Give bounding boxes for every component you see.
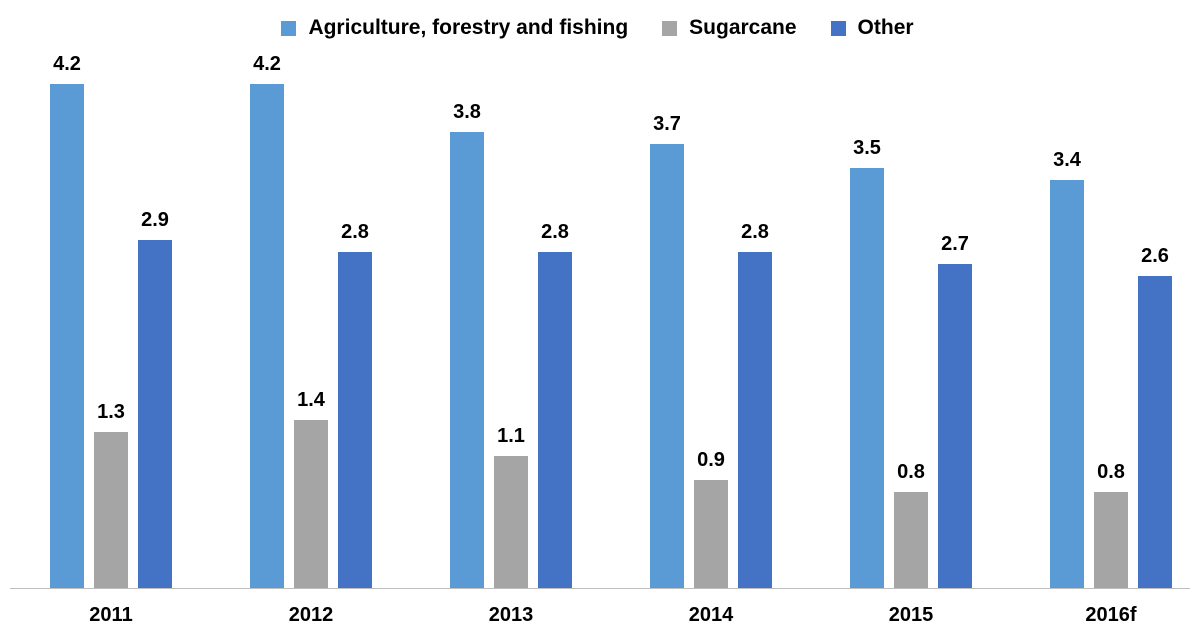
value-label-agriculture-2012: 4.2 <box>253 53 281 75</box>
bar-agriculture-2014 <box>650 144 684 588</box>
legend-item-agriculture: Agriculture, forestry and fishing <box>281 16 628 40</box>
bar-agriculture-2011 <box>50 84 84 588</box>
x-tick-label-2012: 2012 <box>289 604 334 626</box>
x-tick-label-2011: 2011 <box>89 604 132 626</box>
legend-label-agriculture: Agriculture, forestry and fishing <box>308 16 629 39</box>
value-label-sugarcane-2011: 1.3 <box>97 401 125 423</box>
legend-swatch-agriculture <box>281 20 297 36</box>
value-labels-group: 4.2 1.3 2.9 4.2 1.4 2.8 3.8 1.1 2.8 3.7 0.9 2.8 3.5 0… <box>53 53 1169 483</box>
x-tick-label-2014: 2014 <box>689 604 734 626</box>
x-axis-tick-labels: 2011 2012 2013 2014 2015 2016f <box>89 604 1137 626</box>
value-label-sugarcane-2015: 0.8 <box>897 461 925 483</box>
legend-swatch-sugarcane <box>662 20 678 36</box>
bar-sugarcane-2012 <box>294 420 328 588</box>
bar-sugarcane-2014 <box>694 480 728 588</box>
x-tick-label-2015: 2015 <box>889 604 934 626</box>
bar-other-2016f <box>1138 276 1172 588</box>
value-label-other-2011: 2.9 <box>141 209 169 231</box>
value-label-other-2016f: 2.6 <box>1141 245 1169 267</box>
bar-sugarcane-2015 <box>894 492 928 588</box>
legend-item-other: Other <box>830 16 914 40</box>
chart-legend: Agriculture, forestry and fishing Sugarc… <box>0 16 1195 40</box>
bar-agriculture-2015 <box>850 168 884 588</box>
legend-item-sugarcane: Sugarcane <box>662 16 797 40</box>
value-label-other-2015: 2.7 <box>941 233 969 255</box>
bar-other-2014 <box>738 252 772 588</box>
bar-other-2011 <box>138 240 172 588</box>
value-label-sugarcane-2014: 0.9 <box>697 449 725 471</box>
x-tick-label-2016f: 2016f <box>1085 604 1136 626</box>
value-label-agriculture-2011: 4.2 <box>53 53 81 75</box>
value-label-sugarcane-2016f: 0.8 <box>1097 461 1125 483</box>
bar-agriculture-2012 <box>250 84 284 588</box>
value-label-agriculture-2015: 3.5 <box>853 137 881 159</box>
value-label-other-2012: 2.8 <box>341 221 369 243</box>
bar-agriculture-2016f <box>1050 180 1084 588</box>
legend-label-other: Other <box>857 16 914 39</box>
value-label-other-2013: 2.8 <box>541 221 569 243</box>
bars-group <box>50 84 1172 588</box>
bar-sugarcane-2016f <box>1094 492 1128 588</box>
legend-swatch-other <box>830 20 846 36</box>
value-label-agriculture-2014: 3.7 <box>653 113 681 135</box>
bar-other-2013 <box>538 252 572 588</box>
bar-sugarcane-2011 <box>94 432 128 588</box>
bar-other-2015 <box>938 264 972 588</box>
x-tick-label-2013: 2013 <box>489 604 534 626</box>
value-label-agriculture-2016f: 3.4 <box>1053 149 1082 171</box>
bar-other-2012 <box>338 252 372 588</box>
value-label-sugarcane-2012: 1.4 <box>297 389 326 411</box>
bar-sugarcane-2013 <box>494 456 528 588</box>
value-label-sugarcane-2013: 1.1 <box>497 425 525 447</box>
legend-label-sugarcane: Sugarcane <box>689 16 797 39</box>
bar-agriculture-2013 <box>450 132 484 588</box>
value-label-other-2014: 2.8 <box>741 221 769 243</box>
value-label-agriculture-2013: 3.8 <box>453 101 481 123</box>
